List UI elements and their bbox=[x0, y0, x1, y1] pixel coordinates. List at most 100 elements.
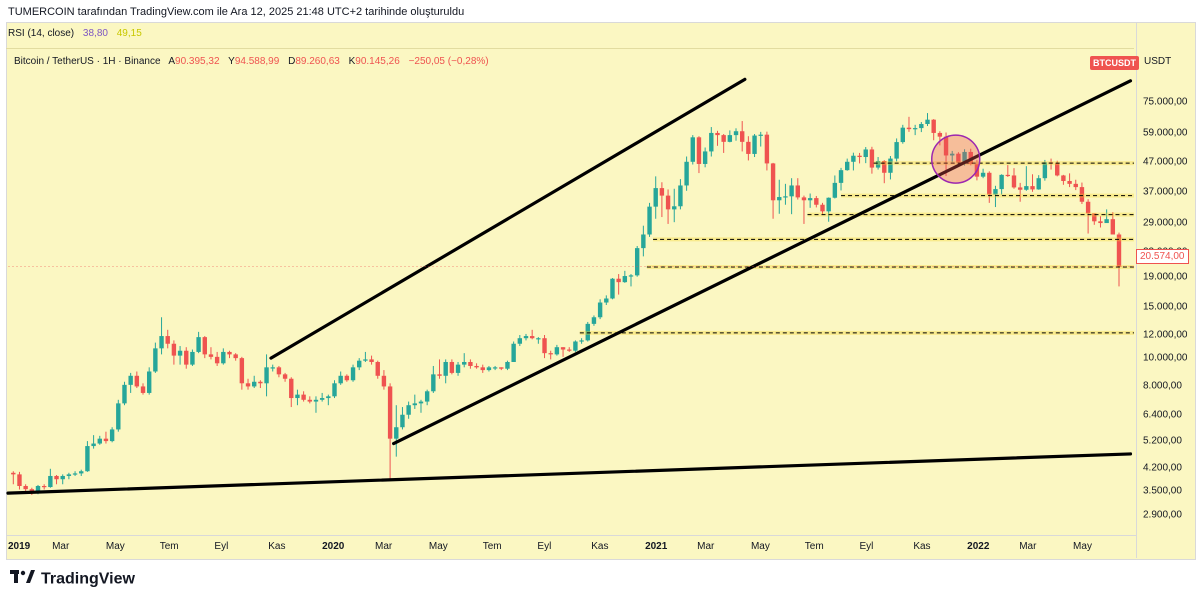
x-tick-label: Mar bbox=[1019, 541, 1037, 552]
candle-body bbox=[1073, 183, 1078, 188]
x-tick-label: Eyl bbox=[859, 541, 874, 552]
candle-body bbox=[962, 151, 967, 163]
y-tick-label: 12.000,00 bbox=[1143, 329, 1188, 341]
candle-body bbox=[919, 124, 924, 129]
candle-body bbox=[276, 367, 282, 375]
x-tick-label: Kas bbox=[591, 541, 609, 552]
chart-frame[interactable] bbox=[6, 22, 1196, 560]
candle-body bbox=[480, 367, 485, 371]
rsi-value-1: 38,80 bbox=[82, 28, 108, 39]
x-tick-label: Eyl bbox=[537, 541, 552, 552]
candle-body bbox=[993, 189, 998, 195]
open-label: A bbox=[168, 56, 176, 67]
candle-body bbox=[851, 155, 856, 162]
rsi-value-2: 49,15 bbox=[116, 28, 142, 39]
candle-body bbox=[381, 375, 387, 387]
candle-body bbox=[270, 367, 275, 369]
candle-body bbox=[60, 475, 65, 480]
candle-body bbox=[641, 234, 646, 249]
x-tick-label: Tem bbox=[482, 541, 502, 552]
x-tick-label: May bbox=[750, 541, 770, 552]
candle-body bbox=[999, 174, 1004, 190]
candle-body bbox=[202, 337, 207, 355]
candle-body bbox=[517, 338, 523, 344]
candle-body bbox=[690, 137, 695, 162]
candle-body bbox=[258, 381, 263, 384]
time-axis-border bbox=[6, 535, 1136, 536]
candle-body bbox=[956, 153, 961, 163]
x-tick-label: Eyl bbox=[214, 541, 229, 552]
tradingview-brand[interactable]: TradingView bbox=[10, 570, 135, 589]
candle-body bbox=[801, 197, 807, 201]
candle-body bbox=[233, 354, 238, 359]
candle-body bbox=[338, 375, 343, 384]
candle-body bbox=[252, 381, 257, 387]
candle-body bbox=[499, 367, 504, 369]
candle-body bbox=[987, 172, 992, 195]
candle-body bbox=[146, 371, 152, 393]
candle-body bbox=[97, 438, 102, 444]
candle-body bbox=[715, 132, 720, 136]
candle-body bbox=[931, 119, 936, 133]
snapshot-credit: TUMERCOIN tarafından TradingView.com ile… bbox=[8, 6, 465, 18]
candle-body bbox=[17, 474, 22, 486]
candle-body bbox=[455, 364, 461, 373]
candle-body bbox=[79, 471, 84, 474]
candle-body bbox=[1005, 174, 1011, 177]
candle-body bbox=[672, 206, 677, 210]
brand-name: TradingView bbox=[41, 570, 135, 588]
candle-body bbox=[925, 119, 930, 125]
candle-body bbox=[190, 351, 195, 365]
candle-body bbox=[128, 375, 133, 385]
candle-body bbox=[523, 336, 529, 339]
candle-body bbox=[1036, 178, 1041, 190]
candle-body bbox=[363, 359, 368, 361]
trendline bbox=[6, 452, 1133, 495]
candle-body bbox=[696, 137, 702, 164]
candle-body bbox=[709, 132, 714, 152]
chart-header: TUMERCOIN tarafından TradingView.com ile… bbox=[0, 0, 1200, 22]
candle-body bbox=[567, 349, 572, 351]
candle-body bbox=[857, 155, 862, 158]
candle-body bbox=[875, 160, 881, 168]
candle-body bbox=[289, 378, 294, 399]
candle-body bbox=[1092, 213, 1097, 222]
candle-body bbox=[900, 127, 905, 143]
y-tick-label: 19.000,00 bbox=[1143, 271, 1188, 283]
candle-body bbox=[245, 383, 251, 387]
y-tick-label: 10.000,00 bbox=[1143, 352, 1188, 364]
symbol-badge: BTCUSDT bbox=[1090, 56, 1139, 70]
pane-separator[interactable] bbox=[6, 48, 1134, 49]
candle-body bbox=[1079, 187, 1085, 202]
x-tick-label: Tem bbox=[159, 541, 179, 552]
candle-body bbox=[579, 340, 584, 342]
low-label: D bbox=[288, 56, 296, 67]
x-tick-label: Kas bbox=[268, 541, 286, 552]
candle-body bbox=[443, 361, 448, 376]
highlight-circle bbox=[930, 134, 981, 184]
candle-body bbox=[764, 134, 770, 164]
candle-body bbox=[103, 438, 109, 442]
support-level-band bbox=[873, 161, 1134, 166]
candle-body bbox=[573, 341, 578, 351]
rsi-indicator-legend[interactable]: RSI (14, close) 38,80 49,15 bbox=[8, 28, 142, 39]
candle-body bbox=[739, 131, 745, 142]
candle-body bbox=[542, 338, 547, 354]
candle-body bbox=[554, 347, 560, 355]
candle-body bbox=[1116, 234, 1122, 267]
symbol-legend[interactable]: Bitcoin / TetherUS · 1H · Binance A90.39… bbox=[14, 56, 489, 67]
candle-body bbox=[888, 158, 893, 173]
candle-body bbox=[486, 367, 492, 371]
close-label: K bbox=[348, 56, 356, 67]
candle-body bbox=[505, 361, 510, 369]
candle-body bbox=[116, 403, 121, 430]
candle-body bbox=[437, 374, 442, 376]
candle-body bbox=[91, 443, 96, 447]
candle-body bbox=[1042, 162, 1048, 179]
currency-unit[interactable]: USDT bbox=[1144, 56, 1172, 67]
candle-body bbox=[1030, 186, 1035, 190]
candle-body bbox=[449, 361, 455, 373]
candle-body bbox=[134, 375, 140, 387]
x-tick-label: 2022 bbox=[967, 541, 990, 552]
